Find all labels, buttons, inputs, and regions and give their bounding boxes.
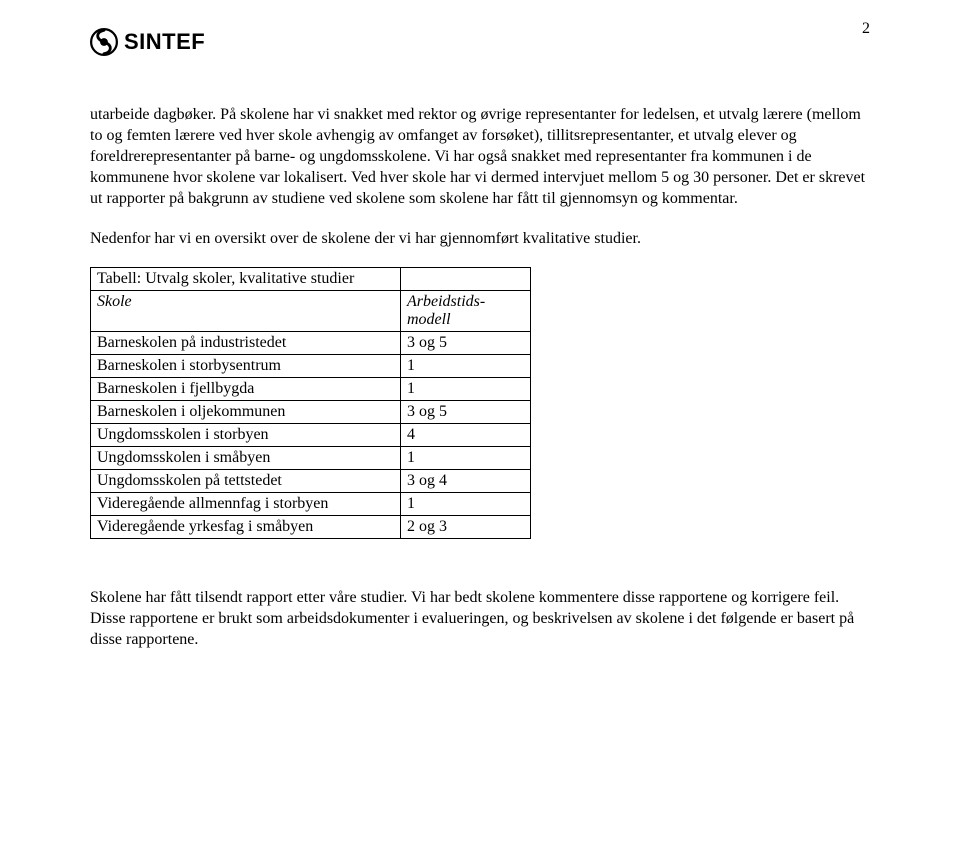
table-row: Barneskolen i storbysentrum 1	[91, 354, 531, 377]
logo-text: SINTEF	[124, 29, 205, 55]
study-table: Tabell: Utvalg skoler, kvalitative studi…	[90, 267, 531, 539]
page-number: 2	[862, 20, 870, 38]
table-row: Ungdomsskolen på tettstedet 3 og 4	[91, 469, 531, 492]
cell-school: Ungdomsskolen på tettstedet	[91, 469, 401, 492]
page: 2 SINTEF utarbeide dagbøker. På skolene …	[0, 0, 960, 848]
cell-school: Ungdomsskolen i storbyen	[91, 423, 401, 446]
table-caption: Tabell: Utvalg skoler, kvalitative studi…	[91, 267, 401, 290]
table-header-model: Arbeidstids- modell	[401, 290, 531, 331]
table-header-model-line1: Arbeidstids-	[407, 293, 485, 310]
cell-model: 1	[401, 377, 531, 400]
cell-school: Barneskolen i oljekommunen	[91, 400, 401, 423]
table-header-row: Skole Arbeidstids- modell	[91, 290, 531, 331]
paragraph-2: Nedenfor har vi en oversikt over de skol…	[90, 228, 870, 249]
cell-model: 3 og 5	[401, 331, 531, 354]
table-row: Barneskolen i oljekommunen 3 og 5	[91, 400, 531, 423]
sintef-logo-icon	[90, 28, 118, 56]
table-header-model-line2: modell	[407, 311, 451, 328]
table-row: Ungdomsskolen i storbyen 4	[91, 423, 531, 446]
table-row: Videregående yrkesfag i småbyen 2 og 3	[91, 515, 531, 538]
table-row: Barneskolen i fjellbygda 1	[91, 377, 531, 400]
cell-model: 4	[401, 423, 531, 446]
cell-school: Barneskolen på industristedet	[91, 331, 401, 354]
paragraph-3: Skolene har fått tilsendt rapport etter …	[90, 587, 870, 650]
table-header-school: Skole	[91, 290, 401, 331]
cell-model: 1	[401, 446, 531, 469]
cell-school: Barneskolen i fjellbygda	[91, 377, 401, 400]
cell-model: 3 og 4	[401, 469, 531, 492]
cell-school: Videregående yrkesfag i småbyen	[91, 515, 401, 538]
table-row: Videregående allmennfag i storbyen 1	[91, 492, 531, 515]
paragraph-1: utarbeide dagbøker. På skolene har vi sn…	[90, 104, 870, 210]
logo-block: SINTEF	[90, 28, 870, 56]
table-row: Ungdomsskolen i småbyen 1	[91, 446, 531, 469]
cell-model: 1	[401, 354, 531, 377]
cell-school: Barneskolen i storbysentrum	[91, 354, 401, 377]
table-caption-right-empty	[401, 267, 531, 290]
table-row: Barneskolen på industristedet 3 og 5	[91, 331, 531, 354]
cell-model: 1	[401, 492, 531, 515]
cell-school: Ungdomsskolen i småbyen	[91, 446, 401, 469]
cell-school: Videregående allmennfag i storbyen	[91, 492, 401, 515]
cell-model: 3 og 5	[401, 400, 531, 423]
table-caption-row: Tabell: Utvalg skoler, kvalitative studi…	[91, 267, 531, 290]
cell-model: 2 og 3	[401, 515, 531, 538]
